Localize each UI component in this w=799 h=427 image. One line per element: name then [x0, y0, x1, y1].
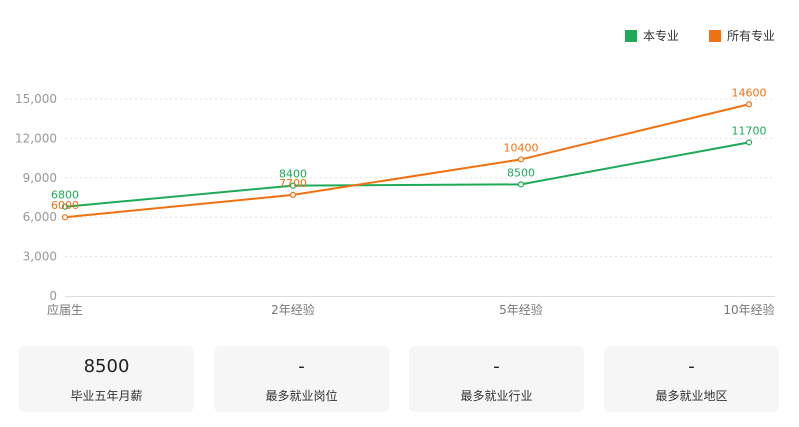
card-top-region: - 最多就业地区 — [604, 346, 779, 412]
card-top-industry: - 最多就业行业 — [409, 346, 584, 412]
legend-label-major: 本专业 — [642, 29, 679, 43]
card-value: - — [493, 355, 500, 377]
legend-swatch-all-majors — [708, 29, 721, 42]
data-label: 8500 — [507, 166, 535, 179]
y-tick-label: 12,000 — [15, 131, 57, 145]
series-line-0 — [64, 141, 750, 208]
chart-legend: 本专业 所有专业 — [624, 27, 775, 44]
data-point — [745, 101, 753, 108]
card-value: - — [688, 355, 695, 377]
card-value: 8500 — [83, 355, 130, 377]
data-point — [745, 139, 753, 146]
data-label: 7700 — [279, 177, 307, 190]
summary-cards: 8500 毕业五年月薪 - 最多就业岗位 - 最多就业行业 - 最多就业地区 — [19, 346, 779, 412]
x-tick-label: 2年经验 — [271, 302, 315, 317]
y-tick-label: 6,000 — [23, 210, 57, 224]
data-label: 6000 — [51, 199, 79, 212]
data-point — [61, 203, 69, 210]
card-label: 最多就业地区 — [655, 388, 728, 403]
y-tick-label: 0 — [49, 289, 57, 303]
salary-line-chart: 0 3,000 6,000 9,000 12,000 15,000 应届生 2年经验 5年经验 1… — [15, 86, 775, 317]
legend-item-all-majors[interactable]: 所有专业 — [708, 27, 775, 44]
card-label: 最多就业行业 — [460, 388, 533, 403]
legend-item-major[interactable]: 本专业 — [624, 27, 679, 44]
card-five-year-salary: 8500 毕业五年月薪 — [19, 346, 194, 412]
x-tick-label: 应届生 — [47, 302, 83, 317]
data-point — [517, 156, 525, 163]
data-point — [289, 182, 297, 189]
data-point — [289, 191, 297, 198]
y-tick-label: 3,000 — [23, 250, 57, 264]
card-label: 毕业五年月薪 — [70, 388, 143, 403]
series-line-1 — [64, 103, 750, 219]
legend-swatch-major — [624, 29, 637, 42]
legend-label-all-majors: 所有专业 — [726, 29, 775, 43]
x-tick-label: 5年经验 — [499, 302, 543, 317]
data-label: 10400 — [504, 141, 539, 154]
data-label: 14600 — [732, 86, 767, 99]
data-label: 11700 — [732, 124, 767, 137]
data-point — [61, 214, 69, 221]
data-point — [517, 181, 525, 188]
card-value: - — [298, 355, 305, 377]
y-tick-label: 9,000 — [23, 171, 57, 185]
x-tick-label: 10年经验 — [723, 302, 774, 317]
data-label: 8400 — [279, 168, 307, 181]
card-top-position: - 最多就业岗位 — [214, 346, 389, 412]
data-label: 6800 — [51, 189, 79, 202]
card-label: 最多就业岗位 — [265, 388, 338, 403]
y-tick-label: 15,000 — [15, 92, 57, 106]
